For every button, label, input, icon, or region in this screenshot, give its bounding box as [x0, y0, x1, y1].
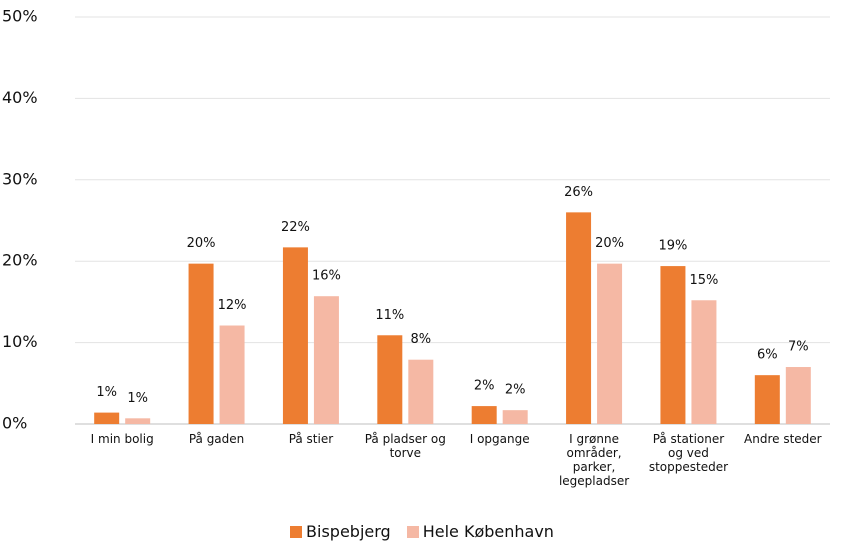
bar	[502, 410, 528, 424]
value-label: 20%	[187, 236, 216, 251]
y-tick-label: 40%	[2, 88, 38, 107]
legend-swatch	[406, 525, 419, 538]
bar	[188, 263, 214, 424]
legend-item: Bispebjerg	[290, 522, 391, 541]
y-tick-label: 50%	[2, 7, 38, 26]
value-label: 20%	[595, 236, 624, 251]
value-label: 22%	[281, 220, 310, 235]
value-label: 7%	[788, 340, 809, 355]
value-label: 1%	[96, 385, 117, 400]
bar	[691, 300, 717, 424]
bar	[377, 335, 403, 424]
y-tick-label: 30%	[2, 169, 38, 188]
legend-swatch	[290, 525, 303, 538]
bar	[754, 375, 780, 424]
value-label: 26%	[564, 185, 593, 200]
value-label: 8%	[411, 332, 432, 347]
bar	[219, 325, 245, 424]
value-label: 1%	[127, 391, 148, 406]
legend-label: Hele København	[422, 522, 554, 541]
value-label: 16%	[312, 269, 341, 284]
x-tick-label: På stier	[288, 432, 334, 446]
y-tick-label: 0%	[2, 414, 27, 433]
bar	[597, 263, 623, 424]
value-label: 2%	[474, 379, 495, 394]
x-tick-label: På pladser og torve	[364, 432, 446, 460]
bar	[125, 418, 151, 424]
value-label: 11%	[375, 308, 404, 323]
x-tick-label: På stationer og ved stoppesteder	[648, 432, 729, 474]
value-label: 2%	[505, 383, 526, 398]
bar	[282, 247, 308, 424]
value-label: 15%	[689, 273, 718, 288]
x-tick-label: Andre steder	[744, 432, 822, 446]
value-label: 6%	[757, 348, 778, 363]
x-tick-label: I grønne områder, parker, legepladser	[558, 432, 630, 488]
bar	[408, 359, 434, 424]
x-tick-label: I opgange	[469, 432, 530, 446]
value-label: 12%	[218, 298, 247, 313]
value-label: 19%	[658, 239, 687, 254]
x-tick-label: På gaden	[188, 432, 245, 446]
bar	[566, 212, 592, 424]
y-tick-label: 10%	[2, 332, 38, 351]
legend-label: Bispebjerg	[306, 522, 391, 541]
x-tick-label: I min bolig	[90, 432, 154, 446]
bar	[94, 412, 120, 424]
bar	[660, 266, 686, 424]
legend-item: Hele København	[406, 522, 554, 541]
bar	[471, 406, 497, 424]
bar	[313, 296, 339, 424]
y-tick-label: 20%	[2, 251, 38, 270]
legend: Bispebjerg Hele København	[0, 522, 844, 541]
bar	[785, 367, 811, 424]
